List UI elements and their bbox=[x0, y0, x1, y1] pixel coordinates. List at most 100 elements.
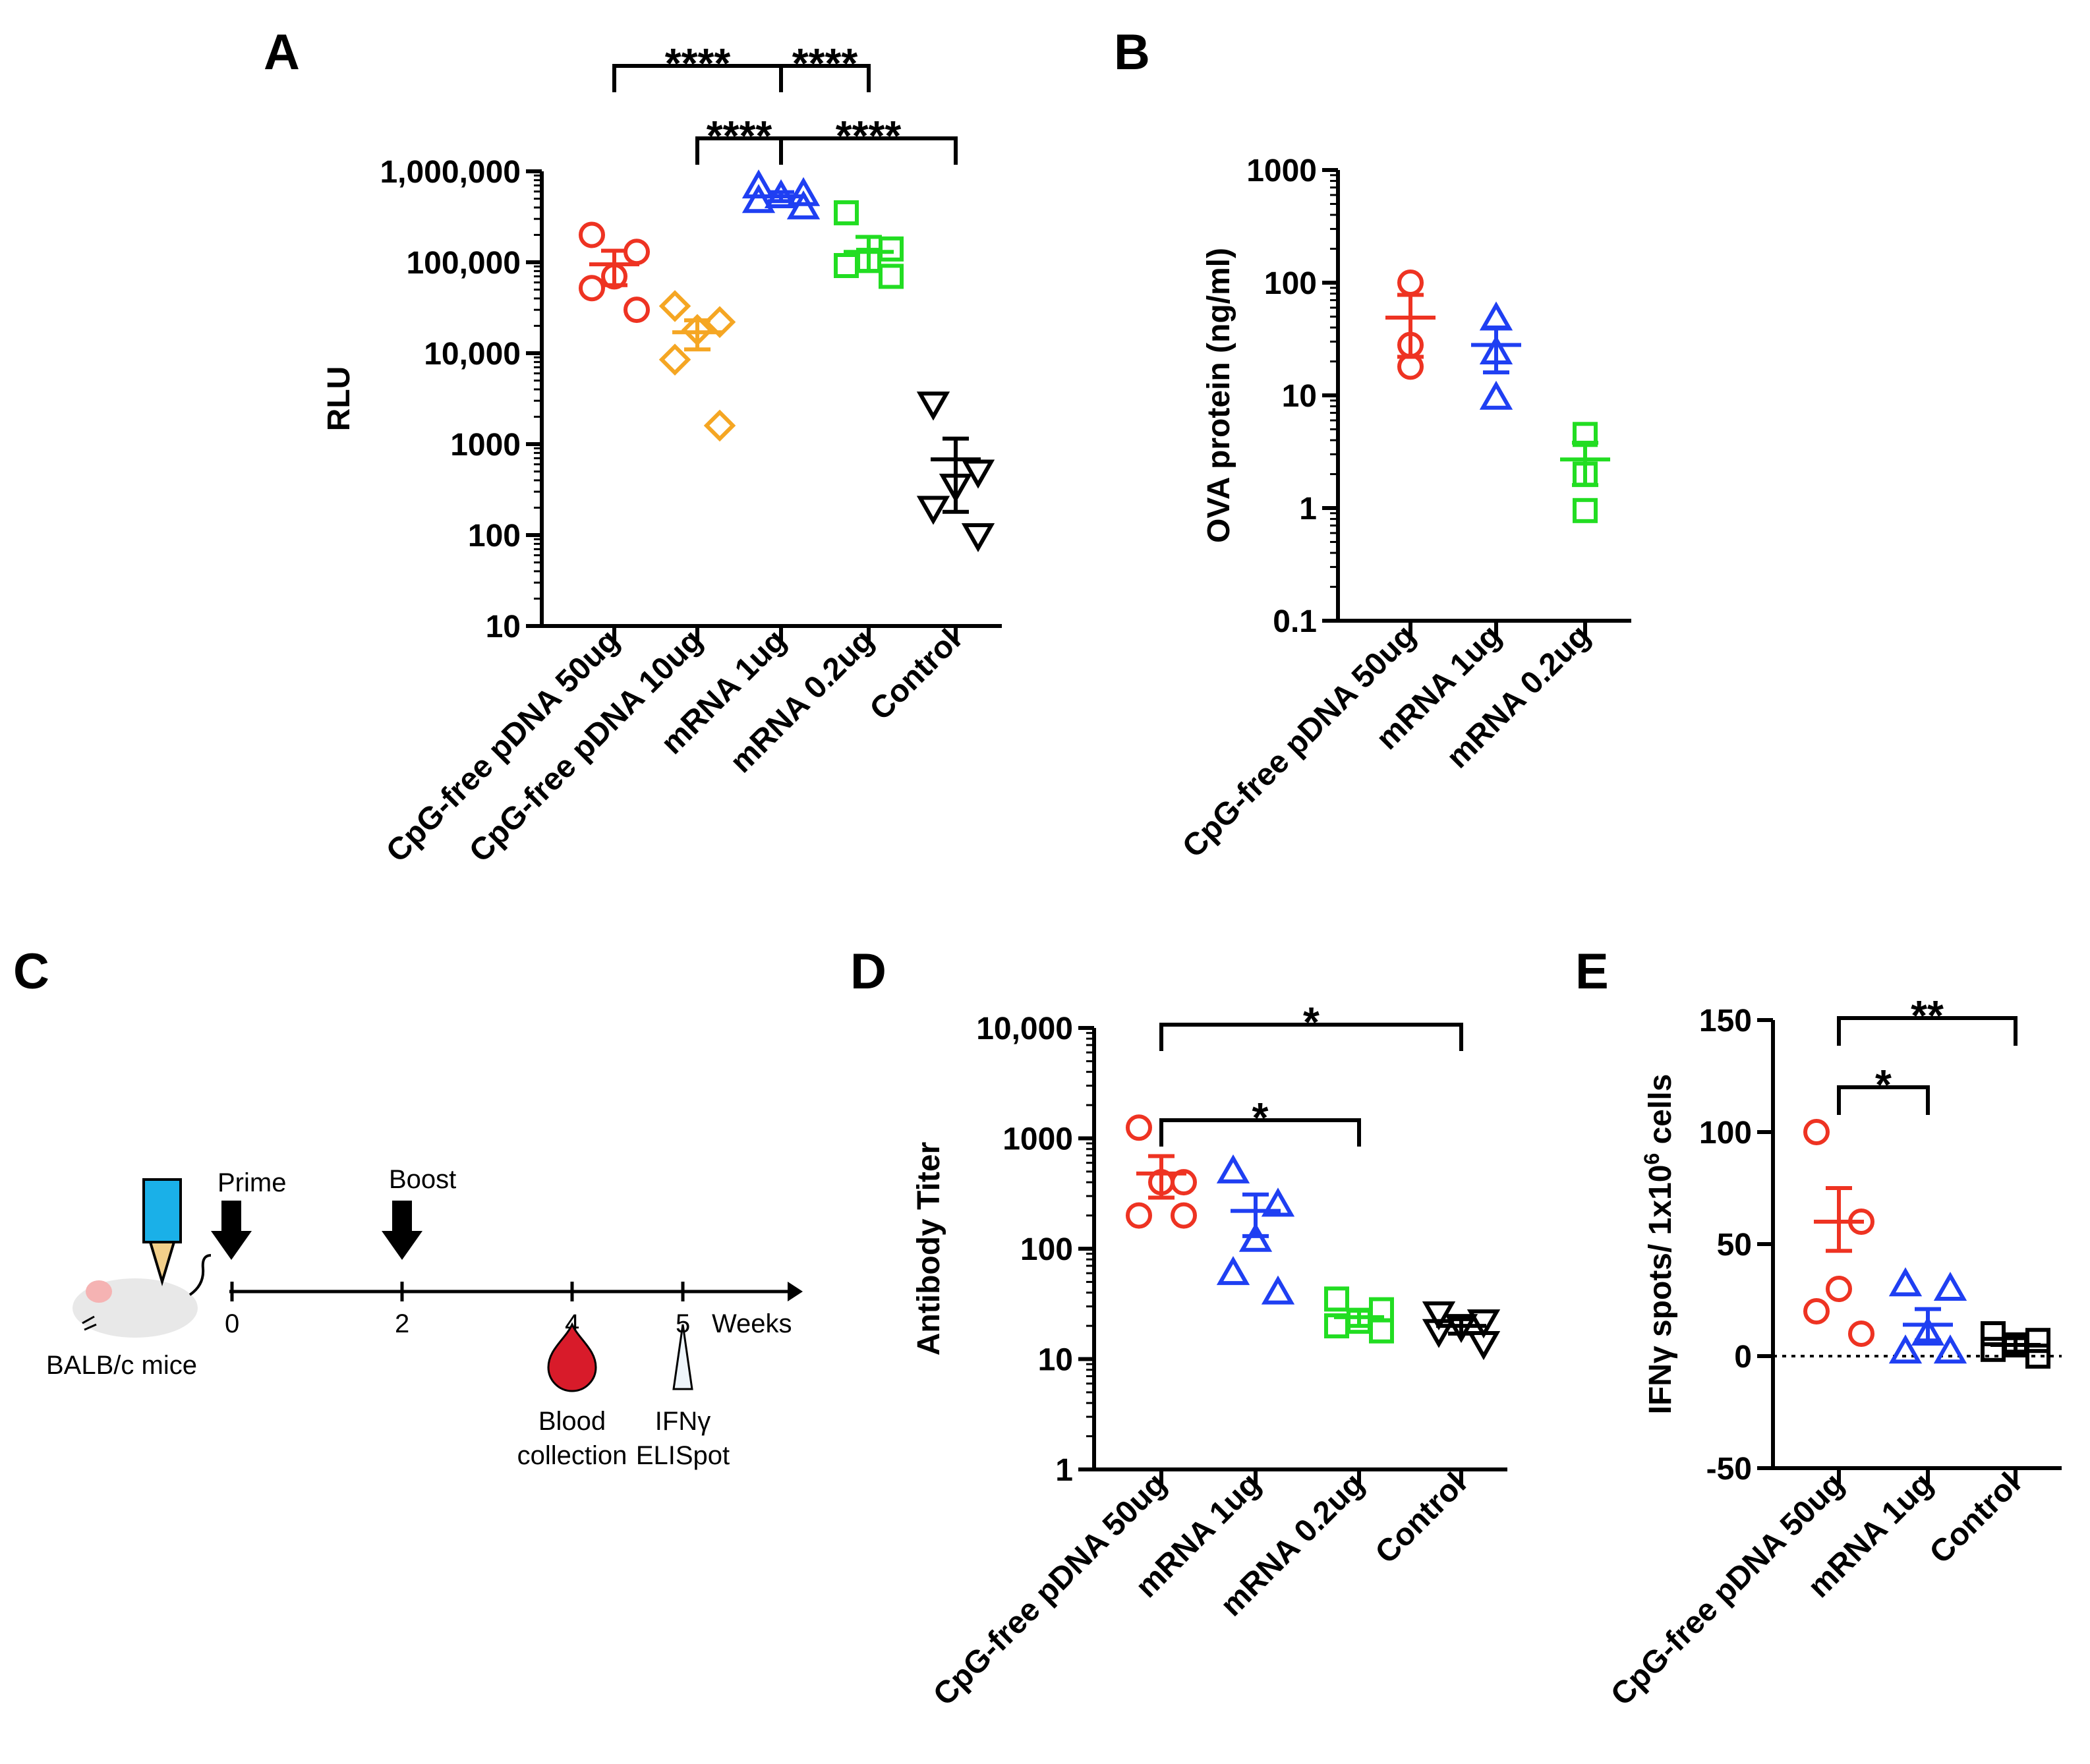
mouse-whisker bbox=[82, 1315, 97, 1331]
significance-bracket bbox=[779, 64, 871, 92]
mouse-strain-label: BALB/c mice bbox=[46, 1351, 197, 1380]
data-point bbox=[1397, 270, 1424, 296]
y-tick-label: 50 bbox=[1717, 1228, 1752, 1263]
data-point bbox=[624, 297, 650, 324]
y-tick-label: 1000 bbox=[1002, 1122, 1073, 1157]
data-point bbox=[1803, 1298, 1830, 1324]
y-tick-label: 100 bbox=[1264, 266, 1317, 301]
data-point bbox=[1126, 1114, 1152, 1141]
data-point bbox=[1479, 301, 1513, 331]
y-tick-label: 1 bbox=[1055, 1453, 1073, 1488]
data-point bbox=[1324, 1286, 1349, 1312]
data-point bbox=[703, 306, 736, 338]
data-point bbox=[1803, 1119, 1830, 1145]
x-category-label: Control bbox=[1923, 1466, 2027, 1570]
chart-a-rlu: 10100100010,000100,0001,000,000RLUCpG-fr… bbox=[322, 40, 1002, 869]
y-tick-label: 10 bbox=[1038, 1343, 1073, 1378]
data-point bbox=[834, 200, 859, 225]
blood-label-line-2: collection bbox=[517, 1441, 627, 1470]
data-point bbox=[1573, 461, 1598, 487]
data-point bbox=[1261, 1275, 1295, 1305]
significance-stars: **** bbox=[665, 40, 731, 87]
data-point bbox=[1126, 1202, 1152, 1229]
data-point bbox=[1888, 1267, 1923, 1297]
y-tick-label: 100,000 bbox=[406, 246, 521, 281]
panel-label-e: E bbox=[1575, 944, 1609, 1000]
data-point bbox=[1466, 1331, 1501, 1361]
data-point bbox=[916, 391, 950, 421]
data-point bbox=[1397, 353, 1424, 380]
boost-label: Boost bbox=[389, 1165, 456, 1194]
x-category-label: Control bbox=[1369, 1466, 1473, 1570]
data-point bbox=[764, 179, 798, 209]
significance-bracket bbox=[1837, 1085, 1930, 1115]
panel-label-c: C bbox=[13, 944, 49, 1000]
data-point bbox=[1848, 1209, 1874, 1235]
y-tick-label: 10,000 bbox=[424, 337, 521, 372]
elispot-label-line-2: ELISpot bbox=[636, 1441, 730, 1470]
prime-label: Prime bbox=[218, 1168, 286, 1197]
data-point bbox=[1148, 1169, 1175, 1196]
timeline-arrowhead bbox=[788, 1282, 803, 1301]
x-category-label: Control bbox=[863, 623, 968, 727]
y-tick-label: 10 bbox=[486, 610, 521, 644]
timeline-diagram: BALB/c mice 0 2 4 5 Weeks Prime Boost Bl… bbox=[46, 1165, 803, 1470]
significance-stars: * bbox=[1875, 1061, 1892, 1108]
syringe-barrel bbox=[142, 1178, 182, 1243]
y-tick-label: 1,000,000 bbox=[380, 155, 521, 190]
y-axis-title: OVA protein (ng/ml) bbox=[1202, 248, 1236, 543]
data-point bbox=[1261, 1187, 1295, 1217]
chart-d-antibody-titer: 1 10 100 1000 10,000 Antibody Titer CpG-free p… bbox=[912, 998, 1507, 1713]
data-point bbox=[1324, 1313, 1349, 1339]
data-point bbox=[1981, 1336, 2006, 1362]
mouse-ear bbox=[86, 1280, 112, 1303]
data-point bbox=[1238, 1222, 1273, 1252]
y-axis-title: RLU bbox=[322, 366, 357, 432]
data-point bbox=[1444, 1314, 1478, 1344]
timeline-tick-label-2: 2 bbox=[395, 1309, 409, 1338]
data-point bbox=[658, 343, 691, 376]
data-point bbox=[1216, 1256, 1250, 1286]
timeline-tick-label-5: 5 bbox=[676, 1309, 690, 1338]
y-axis-title: IFNγ spots/ 1x106 cells bbox=[1640, 1074, 1678, 1415]
significance-stars: **** bbox=[836, 112, 902, 159]
data-point bbox=[1422, 1319, 1456, 1348]
significance-bracket bbox=[779, 136, 958, 165]
data-point bbox=[1981, 1321, 2006, 1346]
data-point bbox=[703, 409, 736, 442]
data-point bbox=[741, 184, 776, 213]
syringe-needle bbox=[148, 1241, 176, 1286]
data-point bbox=[579, 221, 605, 248]
y-tick-label: 100 bbox=[468, 519, 521, 554]
blood-drop-icon bbox=[547, 1322, 597, 1392]
data-point bbox=[741, 169, 776, 199]
data-point bbox=[939, 473, 973, 503]
data-point bbox=[961, 523, 995, 553]
y-tick-label: 0.1 bbox=[1273, 604, 1317, 639]
data-point bbox=[1466, 1309, 1501, 1339]
data-point bbox=[658, 290, 691, 322]
data-point bbox=[1369, 1318, 1394, 1344]
y-tick-label: 150 bbox=[1699, 1004, 1752, 1038]
data-point bbox=[1479, 380, 1513, 410]
data-point bbox=[1933, 1334, 1967, 1364]
data-point bbox=[1479, 335, 1513, 364]
timeline-unit-label: Weeks bbox=[712, 1309, 792, 1338]
data-point bbox=[1933, 1271, 1967, 1301]
data-point bbox=[624, 239, 650, 266]
data-point bbox=[786, 177, 821, 206]
data-point bbox=[1171, 1202, 1197, 1229]
data-point bbox=[1573, 498, 1598, 523]
significance-stars: ** bbox=[1911, 992, 1944, 1039]
significance-bracket bbox=[1837, 1016, 2017, 1046]
data-point bbox=[1216, 1154, 1250, 1183]
timeline-tick-label-0: 0 bbox=[225, 1309, 239, 1338]
data-point bbox=[961, 459, 995, 489]
significance-stars: * bbox=[1252, 1094, 1269, 1141]
data-point bbox=[879, 264, 904, 289]
data-point bbox=[1848, 1321, 1874, 1347]
y-tick-label: 100 bbox=[1020, 1232, 1073, 1267]
data-point bbox=[1826, 1276, 1852, 1302]
panel-label-b: B bbox=[1114, 24, 1150, 80]
